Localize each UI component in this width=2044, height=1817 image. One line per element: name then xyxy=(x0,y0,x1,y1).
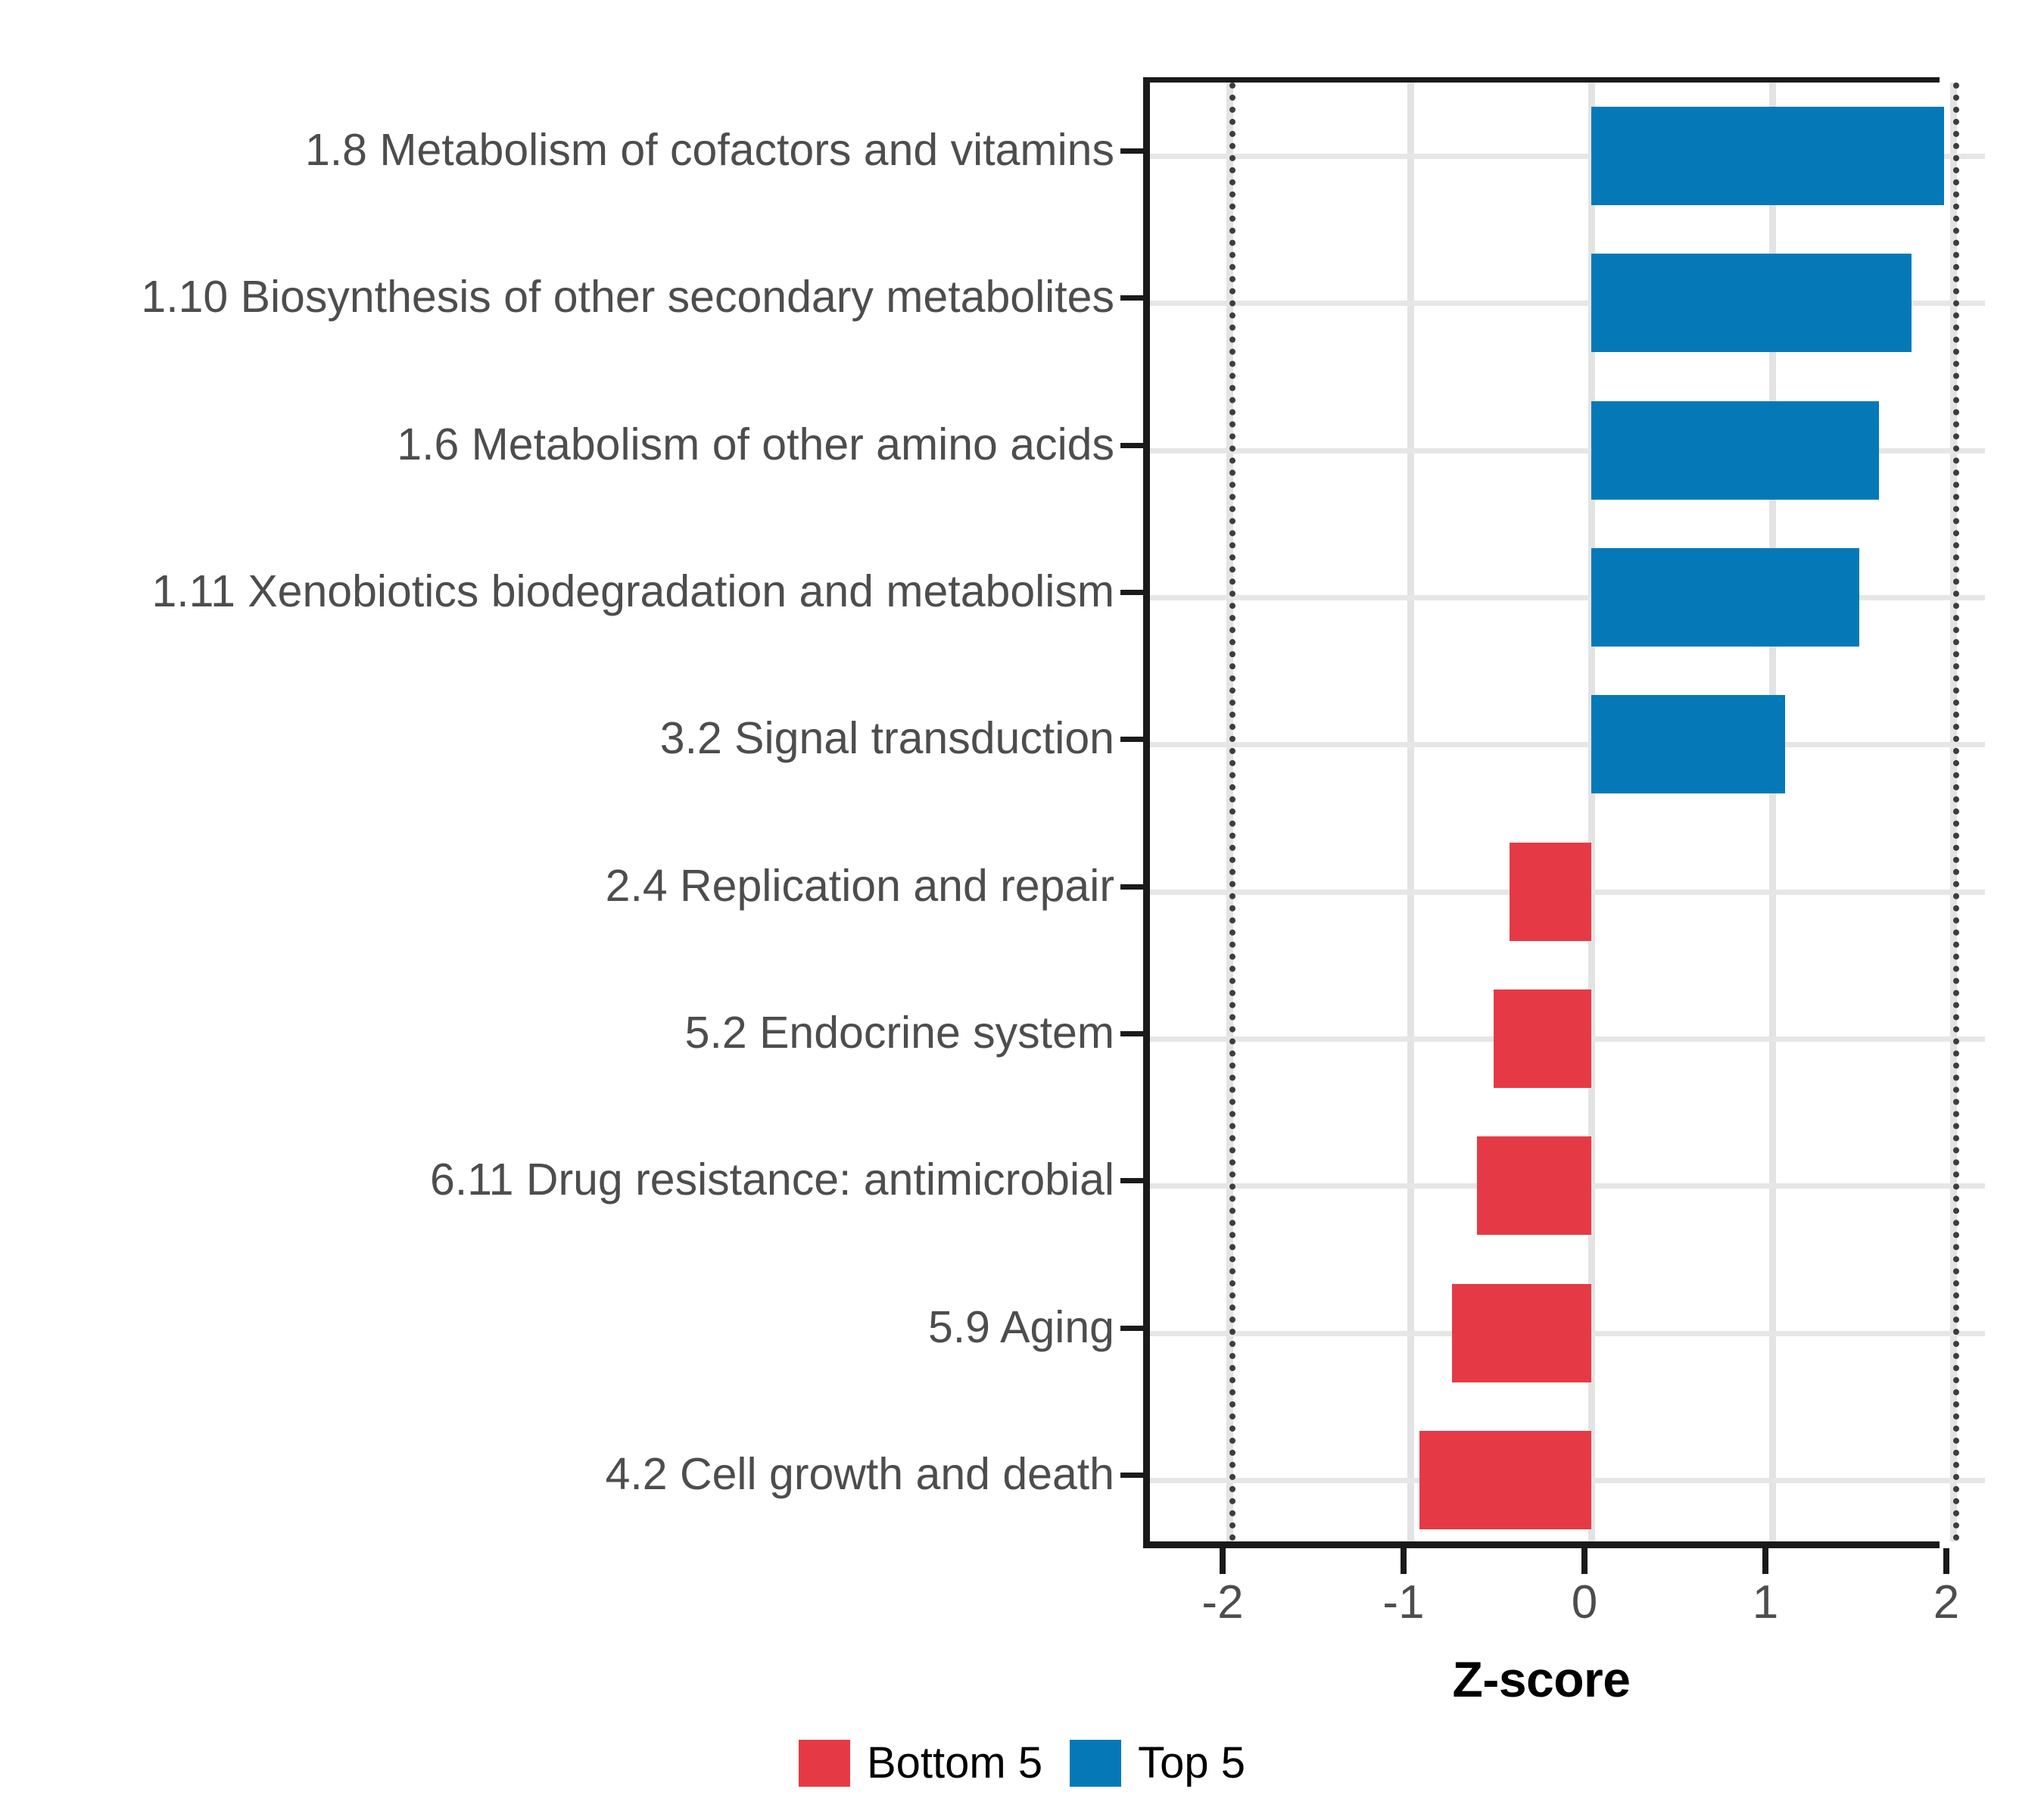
legend-swatch-top5 xyxy=(1070,1740,1122,1787)
x-axis-tick-label: -1 xyxy=(1382,1576,1425,1628)
legend-label-top5: Top 5 xyxy=(1138,1738,1245,1787)
y-axis-label: 3.2 Signal transduction xyxy=(659,713,1114,764)
y-axis-tick xyxy=(1120,442,1143,448)
legend-item-top5[interactable]: Top 5 xyxy=(1070,1740,1245,1787)
bar[interactable] xyxy=(1493,989,1591,1088)
legend-item-bottom5[interactable]: Bottom 5 xyxy=(798,1738,1043,1787)
bar[interactable] xyxy=(1591,107,1945,206)
bar[interactable] xyxy=(1591,548,1859,647)
gridline-vertical xyxy=(1588,83,1595,1541)
y-axis-tick xyxy=(1120,148,1143,154)
y-axis-label: 1.8 Metabolism of cofactors and vitamins xyxy=(304,125,1114,176)
y-axis-tick xyxy=(1120,737,1143,743)
gridline-horizontal xyxy=(1150,154,1985,160)
x-axis-tick xyxy=(1762,1548,1768,1574)
x-axis-tick-label: 2 xyxy=(1933,1576,1960,1628)
y-axis-label: 5.9 Aging xyxy=(927,1301,1114,1352)
y-axis-label: 2.4 Replication and repair xyxy=(605,860,1114,911)
bar[interactable] xyxy=(1591,254,1912,353)
gridline-horizontal xyxy=(1150,742,1985,748)
plot-panel xyxy=(1143,77,1985,1548)
x-axis-tick xyxy=(1401,1548,1407,1574)
reference-line xyxy=(1953,83,1959,1541)
bar[interactable] xyxy=(1451,1283,1591,1382)
y-axis-tick xyxy=(1120,1325,1143,1331)
gridline-horizontal xyxy=(1150,447,1985,453)
x-axis-title: Z-score xyxy=(1452,1651,1631,1707)
bar[interactable] xyxy=(1591,400,1879,500)
bar[interactable] xyxy=(1591,695,1785,794)
bar[interactable] xyxy=(1419,1430,1591,1529)
y-axis-label: 5.2 Endocrine system xyxy=(684,1007,1114,1058)
legend-swatch-bottom5 xyxy=(798,1740,850,1787)
y-axis-label: 4.2 Cell growth and death xyxy=(605,1448,1114,1499)
bar[interactable] xyxy=(1510,842,1591,941)
reference-line xyxy=(1229,83,1235,1541)
y-axis-label: 6.11 Drug resistance: antimicrobial xyxy=(430,1155,1114,1205)
y-axis-tick xyxy=(1120,1030,1143,1036)
x-axis-tick xyxy=(1943,1548,1949,1574)
x-axis-tick-label: -2 xyxy=(1201,1576,1244,1628)
y-axis-label: 1.10 Biosynthesis of other secondary met… xyxy=(141,272,1114,323)
x-axis-tick-label: 0 xyxy=(1571,1576,1598,1628)
gridline-horizontal xyxy=(1150,595,1985,601)
y-axis-tick xyxy=(1120,1472,1143,1478)
y-axis-label: 1.6 Metabolism of other amino acids xyxy=(397,419,1114,469)
gridline-horizontal xyxy=(1150,301,1985,307)
y-axis-tick xyxy=(1120,295,1143,301)
legend-label-bottom5: Bottom 5 xyxy=(866,1738,1043,1787)
gridline-vertical xyxy=(1769,83,1776,1541)
y-axis-tick xyxy=(1120,1178,1143,1184)
x-axis-tick xyxy=(1220,1548,1226,1574)
legend: Bottom 5 Top 5 xyxy=(0,1740,2044,1787)
plot-area xyxy=(1150,83,1985,1541)
gridline-vertical xyxy=(1407,83,1414,1541)
y-axis-label: 1.11 Xenobiotics biodegradation and meta… xyxy=(151,566,1114,617)
y-axis-tick xyxy=(1120,590,1143,596)
bar[interactable] xyxy=(1477,1136,1591,1236)
x-axis-tick xyxy=(1581,1548,1588,1574)
y-axis-tick xyxy=(1120,884,1143,890)
x-axis-tick-label: 1 xyxy=(1752,1576,1779,1628)
